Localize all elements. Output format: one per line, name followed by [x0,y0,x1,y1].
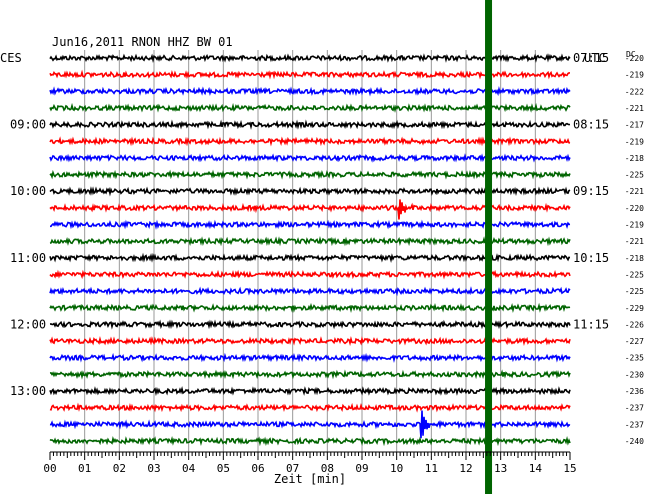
dc-offset-label: -230 [625,370,644,379]
dc-offset-label: -220 [625,54,644,63]
trace-row [49,402,571,413]
trace-row [49,319,571,330]
left-time-label: 11:00 [10,251,46,265]
x-tick-label: 07 [286,462,299,475]
trace-row [49,269,571,280]
x-tick-label: 08 [321,462,334,475]
trace-row [49,53,571,63]
right-time-label: 07:15 [573,51,609,65]
trace-row [49,385,571,397]
x-tick-label: 14 [529,462,543,475]
x-tick-label: 15 [563,462,576,475]
dc-offset-label: -229 [625,304,644,313]
trace-row [49,410,571,439]
right-time-label: 08:15 [573,118,609,132]
right-time-labels: 07:15 08:15 09:15 10:15 11:15 [573,51,609,331]
left-timezone-label: CES [0,51,22,65]
dc-offset-labels: -220 -219 -222 -221 -217 -219 -218 -225 -221 -220… [625,54,644,446]
trace-row [49,252,571,264]
right-timezone-label: UTC [584,51,606,65]
x-tick-label: 09 [355,462,368,475]
chart-title: Jun16,2011 RNON HHZ BW 01 [52,35,233,49]
dc-offset-label: -226 [625,320,644,329]
dc-offset-label: -237 [625,420,644,429]
dc-offset-label: -221 [625,187,644,196]
dc-offset-label: -227 [625,337,644,346]
dc-offset-label: -225 [625,171,644,180]
dc-offset-label: -219 [625,137,644,146]
left-time-label: 09:00 [10,118,46,132]
trace-row [49,369,571,380]
grid-lines [84,50,536,452]
right-time-label: 10:15 [573,251,609,265]
x-tick-label: 05 [217,462,230,475]
dc-offset-label: -225 [625,270,644,279]
trace-row [50,219,571,230]
x-tick-label: 06 [251,462,264,475]
dc-offset-label: -218 [625,154,644,163]
dc-offset-label: -221 [625,104,644,113]
dc-offset-label: -235 [625,354,644,363]
trace-row [49,352,571,364]
dc-offset-label: -225 [625,287,644,296]
dc-offset-label: -237 [625,404,644,413]
x-tick-label: 03 [147,462,160,475]
dc-offset-label: -240 [625,437,644,446]
trace-row [49,286,571,297]
dc-offset-label: -220 [625,204,644,213]
traces [49,53,571,447]
x-tick-label: 12 [459,462,472,475]
dc-offset-label: -218 [625,254,644,263]
left-time-label: 10:00 [10,184,46,198]
dc-offset-header: DC [626,50,636,59]
trace-row [49,85,571,97]
trace-row [49,335,571,347]
dc-offset-label: -217 [625,121,644,130]
trace-row [49,435,571,447]
x-tick-label: 11 [425,462,438,475]
trace-row [49,236,571,247]
left-time-label: 12:00 [10,317,46,331]
trace-row [49,186,571,197]
x-axis: 00 01 02 03 04 05 06 07 08 09 10 11 12 13 14 15 [43,451,577,475]
dc-offset-label: -219 [625,221,644,230]
trace-row [49,199,571,220]
right-time-label: 09:15 [573,184,609,198]
x-tick-label: 01 [78,462,91,475]
right-time-label: 11:15 [573,317,609,331]
x-tick-label: 10 [390,462,403,475]
dc-offset-label: -219 [625,71,644,80]
trace-row [49,102,571,113]
trace-row [49,302,571,313]
trace-row [49,119,571,130]
x-axis-title: Zeit [min] [274,472,346,486]
trace-row [49,69,570,80]
trace-row [49,169,571,180]
dc-offset-label: -221 [625,237,644,246]
dc-offset-label: -222 [625,87,644,96]
x-tick-label: 02 [113,462,126,475]
left-time-label: 13:00 [10,384,46,398]
x-tick-label: 13 [494,462,507,475]
x-tick-label: 04 [182,462,196,475]
left-time-labels: 09:00 10:00 11:00 12:00 13:00 [10,118,46,398]
dc-offset-label: -236 [625,387,644,396]
trace-row [49,136,571,147]
trace-row [49,153,571,163]
x-tick-label: 00 [43,462,56,475]
